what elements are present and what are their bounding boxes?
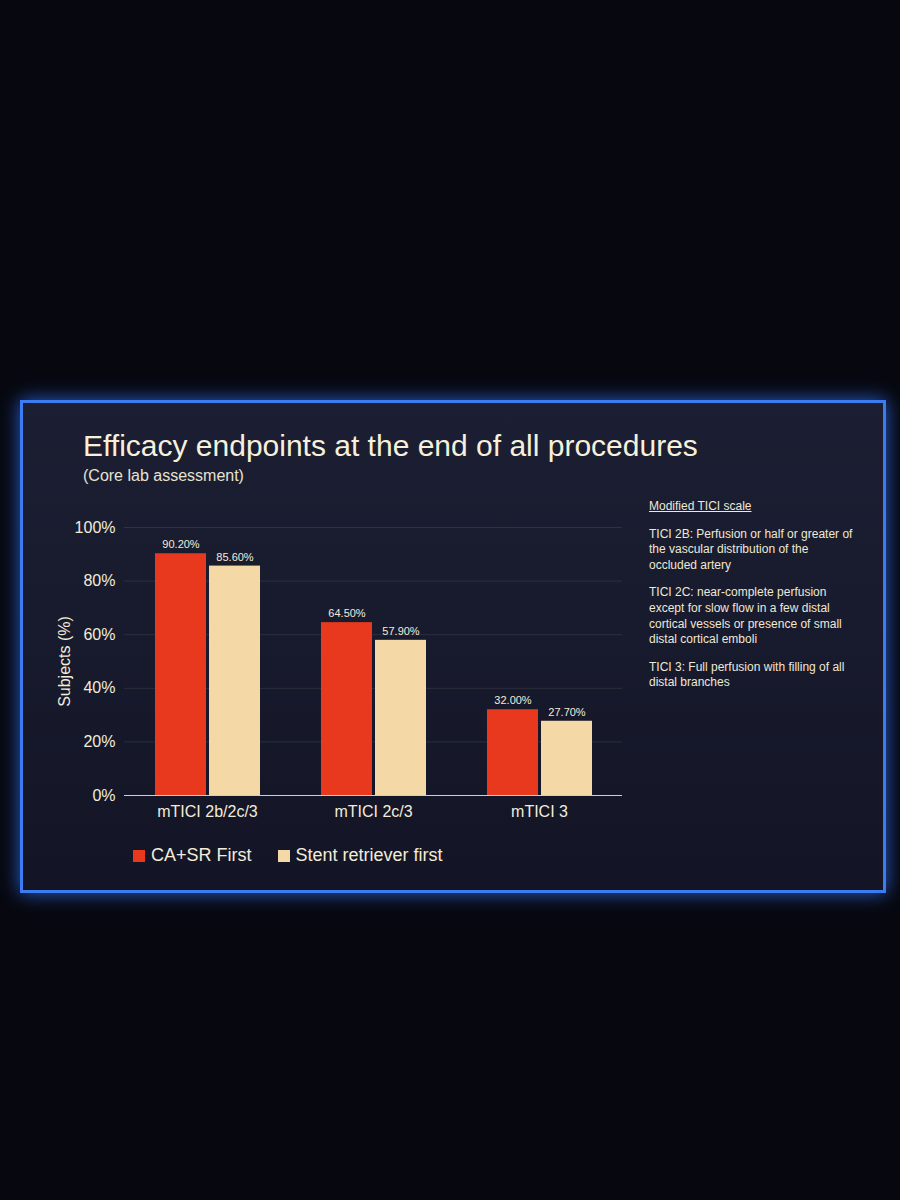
html-text:Stent retriever first: Stent retriever first: [295, 845, 443, 865]
svg-text:90.20%: 90.20%: [162, 538, 200, 550]
svg-text:mTICI 3: mTICI 3: [511, 803, 568, 820]
svg-text:100%: 100%: [75, 519, 116, 536]
svg-text:64.50%: 64.50%: [328, 607, 366, 619]
html-text:TICI 2C: near-complete perfusi: TICI 2C: near-complete perfusion except …: [649, 585, 842, 647]
html-text:(Core lab assessment): (Core lab assessment): [83, 467, 244, 484]
svg-text:20%: 20%: [83, 733, 115, 750]
html-text:TICI 3: Full perfusion with fi: TICI 3: Full perfusion with filling of a…: [649, 659, 845, 690]
svg-text:27.70%: 27.70%: [548, 706, 586, 718]
svg-text:32.00%: 32.00%: [494, 694, 532, 706]
svg-text:Subjects (%): Subjects (%): [56, 616, 73, 707]
svg-text:80%: 80%: [83, 572, 115, 589]
html-text:TICI 2B: Perfusion or half or: TICI 2B: Perfusion or half or greater of…: [649, 526, 853, 572]
html-text:Efficacy endpoints at the end: Efficacy endpoints at the end of all pro…: [83, 429, 698, 462]
svg-text:40%: 40%: [83, 679, 115, 696]
svg-text:57.90%: 57.90%: [382, 625, 420, 637]
svg-text:0%: 0%: [92, 787, 115, 804]
svg-text:mTICI 2b/2c/3: mTICI 2b/2c/3: [157, 803, 258, 820]
html-text:Modified TICI scale: Modified TICI scale: [649, 499, 752, 513]
html-text:CA+SR First: CA+SR First: [151, 845, 252, 865]
svg-text:mTICI 2c/3: mTICI 2c/3: [334, 803, 412, 820]
svg-text:85.60%: 85.60%: [216, 551, 254, 563]
svg-text:60%: 60%: [83, 626, 115, 643]
